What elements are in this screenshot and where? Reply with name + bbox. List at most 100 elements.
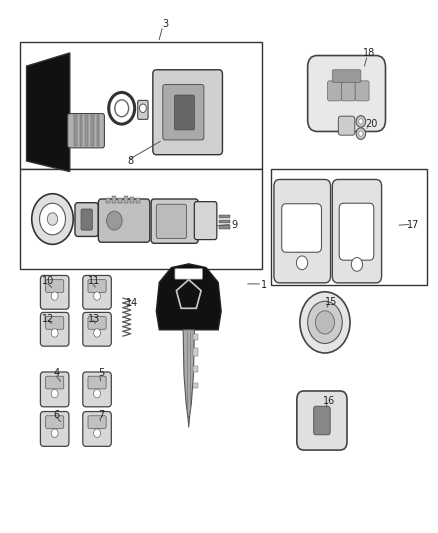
Text: 1: 1 <box>261 280 268 290</box>
FancyBboxPatch shape <box>138 100 148 119</box>
Bar <box>219 220 230 223</box>
FancyBboxPatch shape <box>40 312 69 346</box>
FancyBboxPatch shape <box>40 372 69 407</box>
Bar <box>91 115 94 146</box>
FancyBboxPatch shape <box>163 85 204 140</box>
FancyBboxPatch shape <box>40 411 69 446</box>
Bar <box>130 197 134 203</box>
Text: 16: 16 <box>323 396 336 406</box>
Text: 7: 7 <box>98 410 105 420</box>
Circle shape <box>32 193 73 244</box>
Bar <box>124 196 128 203</box>
FancyBboxPatch shape <box>314 406 330 435</box>
Text: 8: 8 <box>127 156 134 166</box>
Bar <box>80 115 82 146</box>
Bar <box>194 334 198 341</box>
Circle shape <box>51 329 58 337</box>
Bar <box>194 366 198 372</box>
FancyBboxPatch shape <box>355 81 369 101</box>
Circle shape <box>109 92 134 124</box>
Bar <box>97 115 99 146</box>
Circle shape <box>300 292 350 353</box>
FancyBboxPatch shape <box>153 70 223 155</box>
Bar <box>194 348 198 356</box>
Circle shape <box>307 301 342 343</box>
Circle shape <box>106 211 122 230</box>
Bar <box>106 198 110 203</box>
Text: 4: 4 <box>54 368 60 378</box>
Circle shape <box>139 104 146 112</box>
FancyBboxPatch shape <box>40 276 69 309</box>
Circle shape <box>51 429 58 438</box>
FancyBboxPatch shape <box>46 416 64 429</box>
Bar <box>136 198 140 203</box>
FancyBboxPatch shape <box>83 372 111 407</box>
FancyBboxPatch shape <box>297 391 347 450</box>
Bar <box>194 383 198 388</box>
Circle shape <box>51 292 58 300</box>
FancyBboxPatch shape <box>81 209 92 230</box>
Circle shape <box>47 213 58 225</box>
FancyBboxPatch shape <box>282 204 321 252</box>
FancyBboxPatch shape <box>88 416 106 429</box>
FancyBboxPatch shape <box>67 114 104 148</box>
FancyBboxPatch shape <box>332 180 381 283</box>
FancyBboxPatch shape <box>46 280 64 292</box>
Circle shape <box>351 257 363 271</box>
FancyBboxPatch shape <box>156 204 187 239</box>
Circle shape <box>94 329 100 337</box>
FancyBboxPatch shape <box>20 42 262 169</box>
Bar <box>112 196 116 203</box>
FancyBboxPatch shape <box>20 169 262 269</box>
Circle shape <box>94 429 100 438</box>
FancyBboxPatch shape <box>307 55 385 132</box>
FancyBboxPatch shape <box>151 199 198 243</box>
FancyBboxPatch shape <box>339 203 374 260</box>
FancyBboxPatch shape <box>83 312 111 346</box>
FancyBboxPatch shape <box>274 180 331 283</box>
Circle shape <box>51 390 58 398</box>
Polygon shape <box>183 330 194 417</box>
Circle shape <box>94 390 100 398</box>
Circle shape <box>297 256 307 270</box>
Text: 20: 20 <box>365 119 378 129</box>
Bar <box>219 225 230 229</box>
FancyBboxPatch shape <box>46 317 64 329</box>
Circle shape <box>94 292 100 300</box>
FancyBboxPatch shape <box>99 199 150 242</box>
Polygon shape <box>27 53 70 172</box>
Circle shape <box>39 203 66 235</box>
Text: 15: 15 <box>325 297 338 308</box>
FancyBboxPatch shape <box>83 276 111 309</box>
Bar <box>219 215 230 218</box>
Text: 17: 17 <box>407 220 420 230</box>
Circle shape <box>359 131 363 136</box>
FancyBboxPatch shape <box>174 95 194 130</box>
FancyBboxPatch shape <box>271 169 427 285</box>
Polygon shape <box>156 264 221 330</box>
FancyBboxPatch shape <box>175 269 202 279</box>
FancyBboxPatch shape <box>332 70 361 83</box>
Text: 5: 5 <box>98 368 105 378</box>
Polygon shape <box>188 417 190 427</box>
Text: 10: 10 <box>42 276 54 286</box>
Bar <box>85 115 88 146</box>
Circle shape <box>356 116 366 127</box>
FancyBboxPatch shape <box>341 81 355 101</box>
FancyBboxPatch shape <box>338 116 355 135</box>
FancyBboxPatch shape <box>88 317 106 329</box>
Text: 13: 13 <box>88 314 100 324</box>
Text: 9: 9 <box>231 220 237 230</box>
Circle shape <box>115 100 129 117</box>
Circle shape <box>356 128 366 140</box>
Bar <box>74 115 77 146</box>
Circle shape <box>315 311 335 334</box>
FancyBboxPatch shape <box>88 376 106 389</box>
FancyBboxPatch shape <box>46 376 64 389</box>
FancyBboxPatch shape <box>328 81 341 101</box>
FancyBboxPatch shape <box>83 411 111 446</box>
Text: 6: 6 <box>54 410 60 420</box>
Text: 3: 3 <box>162 19 168 29</box>
Text: 18: 18 <box>364 48 376 58</box>
Bar <box>118 198 122 203</box>
